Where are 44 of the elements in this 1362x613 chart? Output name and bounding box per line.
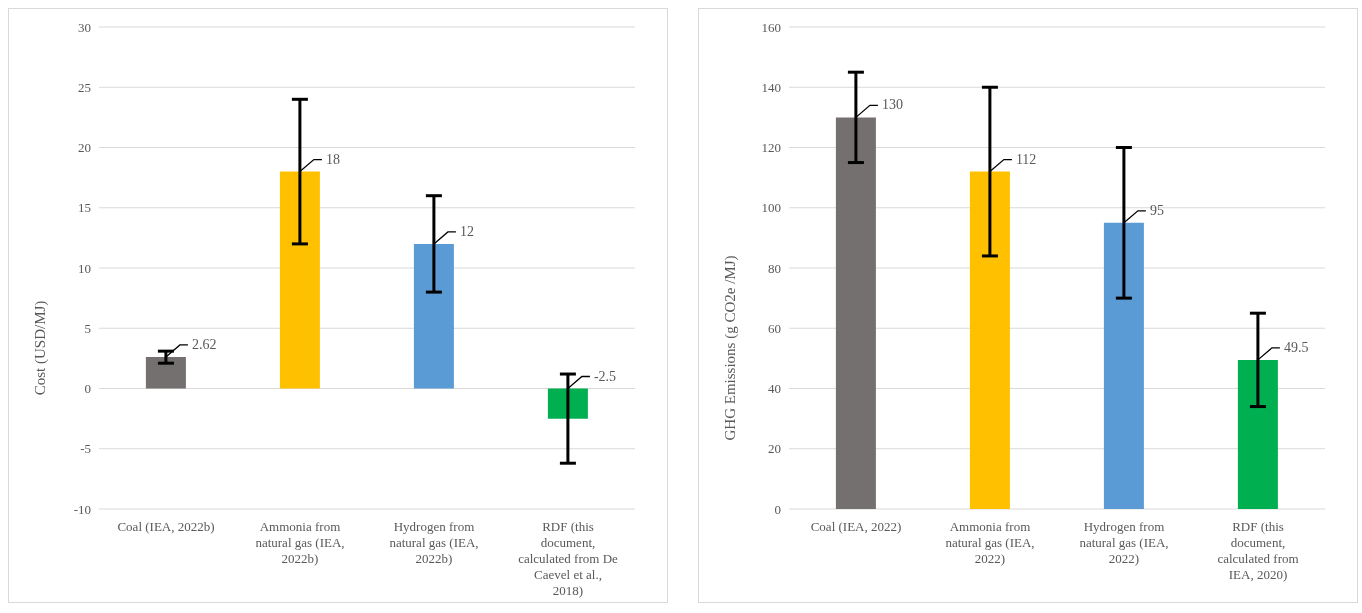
x-tick-label: RDF (this document, calculated from IEA, 2020) [1217,519,1299,582]
data-label: 49.5 [1283,339,1309,355]
y-tick-label: 40 [768,381,781,397]
data-label: -2.5 [593,368,617,384]
y-tick-label: -10 [73,501,91,517]
y-tick-label: 160 [761,19,781,35]
x-tick-label: Hydrogen from natural gas (IEA, 2022b) [389,519,479,566]
bar [145,356,186,389]
y-tick-label: 120 [761,140,781,156]
bar [547,388,588,419]
y-tick-label: 0 [84,381,91,397]
y-tick-label: 100 [761,200,781,216]
y-tick-label: 5 [84,320,91,336]
y-axis-title: Cost (USD/MJ) [32,300,50,396]
x-tick-label: Coal (IEA, 2022) [810,519,902,534]
y-tick-label: 80 [768,260,781,276]
y-tick-label: 60 [768,320,781,336]
y-tick-label: 0 [774,501,781,517]
bar [279,171,320,389]
bar [1103,222,1144,509]
bar [835,117,876,509]
y-tick-label: 140 [761,79,781,95]
data-label: 130 [881,97,903,113]
x-tick-label: Ammonia from natural gas (IEA, 2022) [945,519,1035,566]
y-tick-label: -5 [80,441,91,457]
x-tick-label: Coal (IEA, 2022b) [117,519,215,534]
bar [413,243,454,389]
data-label: 18 [325,151,340,167]
y-tick-label: 30 [78,19,91,35]
bar [969,171,1010,509]
data-label: 112 [1015,151,1037,167]
data-label: 12 [459,223,474,239]
x-tick-label: RDF (this document, calculated from De Caevel et al., 2018) [518,519,619,598]
y-tick-label: 15 [78,200,91,216]
bar [1237,359,1278,509]
x-tick-label: Ammonia from natural gas (IEA, 2022b) [255,519,345,566]
data-label: 95 [1149,202,1164,218]
y-tick-label: 10 [78,260,91,276]
x-tick-label: Hydrogen from natural gas (IEA, 2022) [1079,519,1169,566]
y-tick-label: 25 [78,79,91,95]
y-axis-title: GHG Emissions (g CO2e /MJ) [722,255,740,441]
y-tick-label: 20 [768,441,781,457]
data-label: 2.62 [191,336,217,352]
y-tick-label: 20 [78,140,91,156]
